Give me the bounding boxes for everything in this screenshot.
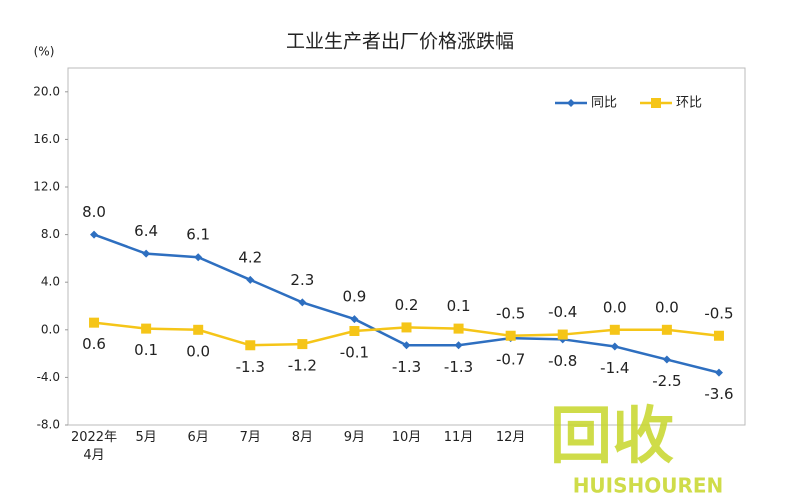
marker <box>297 339 308 350</box>
y-tick-label: 20.0 <box>33 84 60 98</box>
marker <box>454 341 463 350</box>
x-tick-label: 10月 <box>391 430 422 445</box>
marker <box>349 325 360 336</box>
data-label: 2.3 <box>290 271 314 289</box>
data-label: 4.2 <box>238 248 262 266</box>
x-tick-label: 9月 <box>343 430 366 445</box>
data-label: 0.6 <box>82 335 106 353</box>
marker <box>651 98 661 108</box>
data-label: 6.4 <box>134 222 158 240</box>
x-tick-label: 11月 <box>443 430 474 445</box>
data-label: 0.1 <box>134 341 158 359</box>
x-tick-label: 2022年 4月 <box>70 430 118 463</box>
y-tick-label: 0.0 <box>41 322 60 336</box>
data-label: 0.1 <box>447 297 471 315</box>
marker <box>401 322 412 333</box>
data-label: -1.3 <box>392 358 421 376</box>
watermark-sub: HUISHOUREN <box>573 474 724 498</box>
data-label: 8.0 <box>82 203 106 221</box>
watermark: 回收 <box>550 399 674 472</box>
marker <box>714 368 723 377</box>
data-label: -0.8 <box>548 352 577 370</box>
x-tick-label: 6月 <box>187 430 209 445</box>
y-tick-label: 12.0 <box>33 180 60 194</box>
data-label: -0.4 <box>548 303 577 321</box>
data-label: -1.4 <box>600 359 629 377</box>
marker <box>661 324 672 335</box>
data-label: -0.5 <box>496 304 525 322</box>
data-label: 0.2 <box>395 296 419 314</box>
x-tick-label: 8月 <box>291 430 313 445</box>
data-label: -1.3 <box>444 358 473 376</box>
marker <box>246 275 255 284</box>
plot-frame <box>67 67 746 426</box>
data-label: 0.0 <box>186 342 210 360</box>
legend-label: 环比 <box>676 96 702 111</box>
marker <box>453 323 464 334</box>
data-label: -2.5 <box>652 372 681 390</box>
y-axis-label: (%) <box>34 45 55 59</box>
marker <box>557 329 568 340</box>
data-label: -1.2 <box>288 357 317 375</box>
marker <box>350 315 359 324</box>
data-label: -0.5 <box>704 304 733 322</box>
data-label: 6.1 <box>186 226 210 244</box>
marker <box>245 340 256 351</box>
y-tick-label: 4.0 <box>41 275 60 289</box>
marker <box>142 249 151 258</box>
x-tick-label: 5月 <box>135 430 157 445</box>
chart-title: 工业生产者出厂价格涨跌幅 <box>286 31 514 53</box>
marker <box>194 253 203 262</box>
data-label: -1.3 <box>236 358 265 376</box>
y-tick-label: -4.0 <box>37 370 60 384</box>
marker <box>609 324 620 335</box>
data-label: -0.1 <box>340 343 369 361</box>
marker <box>610 342 619 351</box>
marker <box>90 230 99 239</box>
data-label: 0.0 <box>655 298 679 316</box>
legend-label: 同比 <box>591 96 617 111</box>
marker <box>402 341 411 350</box>
x-tick-label: 7月 <box>239 430 261 445</box>
x-tick-label: 12月 <box>495 430 526 445</box>
data-label: -0.7 <box>496 351 525 369</box>
marker <box>713 330 724 341</box>
marker <box>298 298 307 307</box>
y-tick-label: 8.0 <box>41 227 60 241</box>
y-tick-label: 16.0 <box>33 132 60 146</box>
data-label: 0.9 <box>342 288 366 306</box>
marker <box>193 324 204 335</box>
data-label: 0.0 <box>603 298 627 316</box>
data-label: -3.6 <box>704 385 733 403</box>
marker <box>141 323 152 334</box>
marker <box>89 317 100 328</box>
marker <box>567 99 575 107</box>
y-tick-label: -8.0 <box>37 418 60 432</box>
marker <box>505 330 516 341</box>
marker <box>662 355 671 364</box>
